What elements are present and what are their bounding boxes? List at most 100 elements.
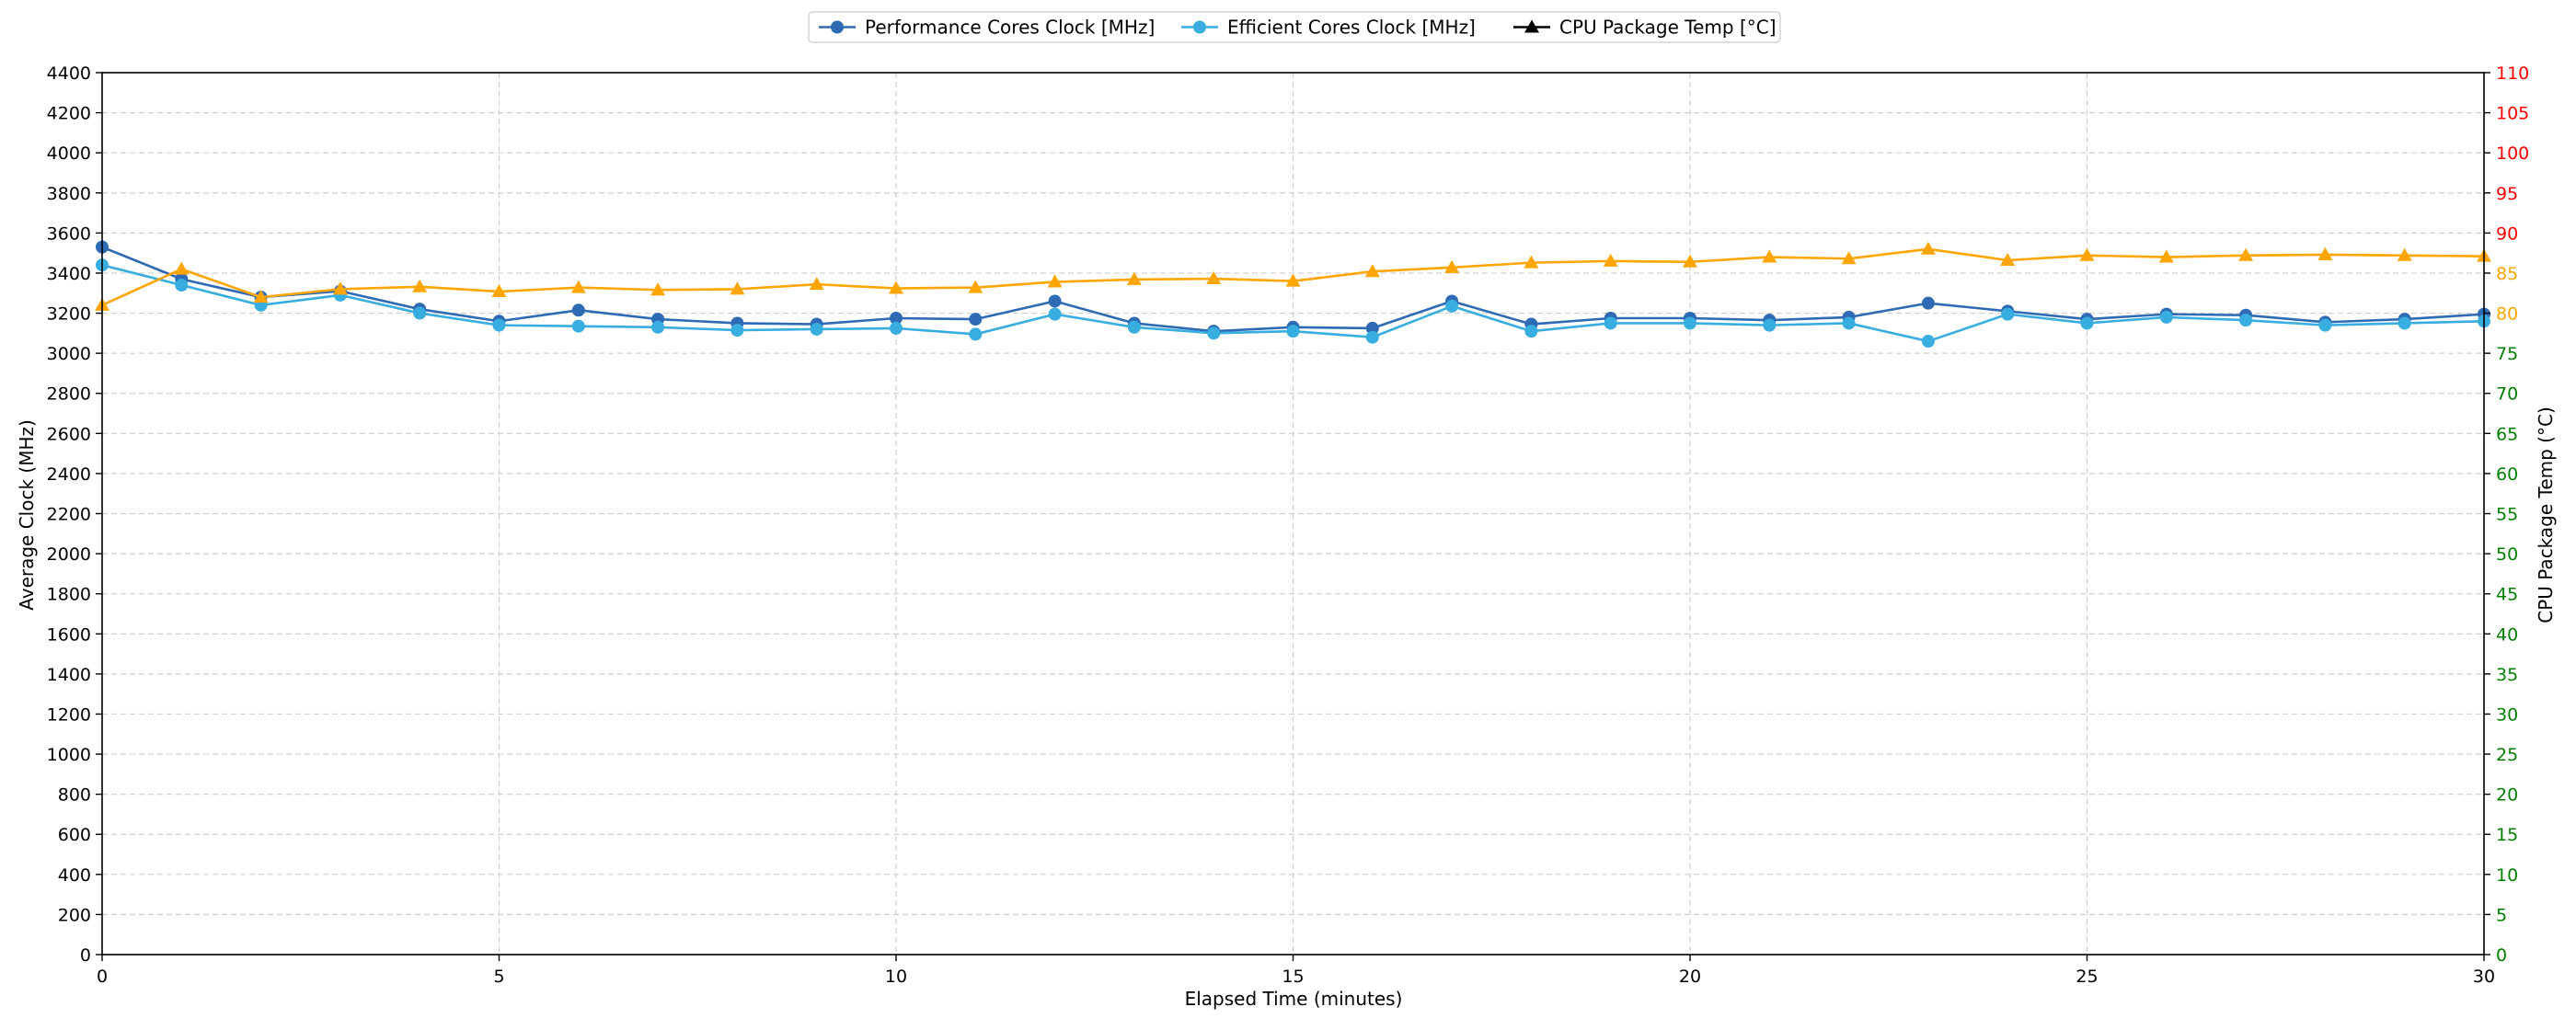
y2-tick-label: 100 xyxy=(2496,143,2529,164)
series-point xyxy=(890,321,903,335)
x-tick-label: 5 xyxy=(493,967,504,987)
series-point xyxy=(969,313,983,326)
series-point xyxy=(413,306,427,320)
legend-label: CPU Package Temp [°C] xyxy=(1559,17,1777,39)
y-tick-label: 2800 xyxy=(47,384,91,405)
y2-tick-label: 35 xyxy=(2496,665,2518,685)
series-point xyxy=(2239,314,2253,327)
x-tick-label: 20 xyxy=(1679,967,1701,987)
x-axis-title: Elapsed Time (minutes) xyxy=(1185,988,1403,1010)
y2-tick-label: 110 xyxy=(2496,63,2529,84)
y2-tick-label: 50 xyxy=(2496,544,2518,565)
y2-tick-label: 40 xyxy=(2496,624,2518,645)
y-tick-label: 3600 xyxy=(47,223,91,244)
series-point xyxy=(1763,318,1777,332)
series-point xyxy=(2000,253,2016,267)
series-point xyxy=(1444,259,1460,273)
series-point xyxy=(253,290,269,303)
series-point xyxy=(810,322,823,336)
series-point xyxy=(1684,316,1696,330)
series-point xyxy=(412,279,428,292)
y-tick-label: 1600 xyxy=(47,624,91,645)
y2-tick-label: 90 xyxy=(2496,223,2518,244)
series-point xyxy=(492,318,506,332)
series-point xyxy=(889,280,903,294)
y-tick-label: 3800 xyxy=(47,184,91,204)
series-point xyxy=(1762,249,1777,263)
series-point xyxy=(1364,264,1380,278)
series-point xyxy=(1127,320,1141,334)
y-tick-label: 2400 xyxy=(47,464,91,485)
series-point xyxy=(2238,247,2254,261)
y2-tick-label: 105 xyxy=(2496,104,2529,124)
series-point xyxy=(2317,246,2333,260)
series-point xyxy=(571,319,585,333)
legend-label: Efficient Cores Clock [MHz] xyxy=(1227,17,1476,39)
series-point xyxy=(730,324,744,338)
y-tick-label: 1200 xyxy=(47,704,91,725)
series-point xyxy=(730,281,745,295)
series-point xyxy=(1524,325,1538,338)
grid xyxy=(101,72,2485,956)
series-point xyxy=(1603,253,1618,267)
y-tick-label: 4200 xyxy=(47,104,91,124)
y2-tick-label: 25 xyxy=(2496,745,2518,765)
y2-tick-label: 80 xyxy=(2496,304,2518,325)
series-point xyxy=(890,311,903,325)
y-axis-title: Average Clock (MHz) xyxy=(16,419,38,611)
x-tick-label: 0 xyxy=(97,967,108,987)
y-tick-label: 3400 xyxy=(47,264,91,284)
series-point xyxy=(1683,254,1697,268)
y2-tick-label: 5 xyxy=(2496,905,2507,925)
series-point xyxy=(1048,307,1062,321)
legend-marker xyxy=(1193,20,1206,34)
y2-tick-label: 65 xyxy=(2496,424,2518,444)
x-tick-label: 30 xyxy=(2473,967,2495,987)
series-point xyxy=(969,327,983,341)
series-point xyxy=(1285,273,1301,287)
y2-tick-label: 70 xyxy=(2496,384,2518,405)
series-point xyxy=(1365,321,1379,335)
y2-tick-label: 30 xyxy=(2496,704,2518,725)
series-point xyxy=(1286,325,1300,338)
series-point xyxy=(1126,271,1142,285)
y2-tick-label: 55 xyxy=(2496,505,2518,525)
legend-label: Performance Cores Clock [MHz] xyxy=(865,17,1155,39)
y-tick-label: 800 xyxy=(58,785,91,806)
y2-tick-label: 60 xyxy=(2496,464,2518,485)
y-tick-label: 3200 xyxy=(47,304,91,325)
legend-marker xyxy=(831,20,844,34)
y-tick-label: 600 xyxy=(58,825,91,845)
series-point xyxy=(1921,335,1935,349)
series-point xyxy=(174,261,190,275)
y-tick-label: 1800 xyxy=(47,585,91,605)
series-point xyxy=(1921,296,1935,310)
y-tick-label: 4400 xyxy=(47,63,91,84)
y2-axis-title: CPU Package Temp (°C) xyxy=(2535,406,2557,624)
series-point xyxy=(1207,326,1221,340)
x-axis: 0 5 10 15 20 25 30 xyxy=(97,955,2495,987)
x-tick-label: 25 xyxy=(2076,967,2098,987)
y2-tick-label: 75 xyxy=(2496,344,2518,364)
series-point xyxy=(175,279,189,292)
series-point xyxy=(1841,251,1857,265)
y2-tick-label: 20 xyxy=(2496,785,2518,806)
y2-tick-label: 95 xyxy=(2496,184,2518,204)
series-point xyxy=(332,281,348,295)
y-tick-label: 4000 xyxy=(47,143,91,164)
series-point xyxy=(1604,316,1617,330)
y-tick-label: 2200 xyxy=(47,505,91,525)
series-point xyxy=(1047,274,1063,288)
y-tick-label: 2600 xyxy=(47,424,91,444)
y-tick-label: 1000 xyxy=(47,745,91,765)
series-point xyxy=(2397,247,2412,261)
series-point xyxy=(570,280,586,293)
y2-tick-label: 0 xyxy=(2496,945,2507,966)
series-point xyxy=(2001,307,2015,321)
series-point xyxy=(2398,316,2411,330)
legend: Performance Cores Clock [MHz] Efficient C… xyxy=(808,11,1781,43)
y-tick-label: 200 xyxy=(58,905,91,925)
series-point xyxy=(1920,241,1936,255)
